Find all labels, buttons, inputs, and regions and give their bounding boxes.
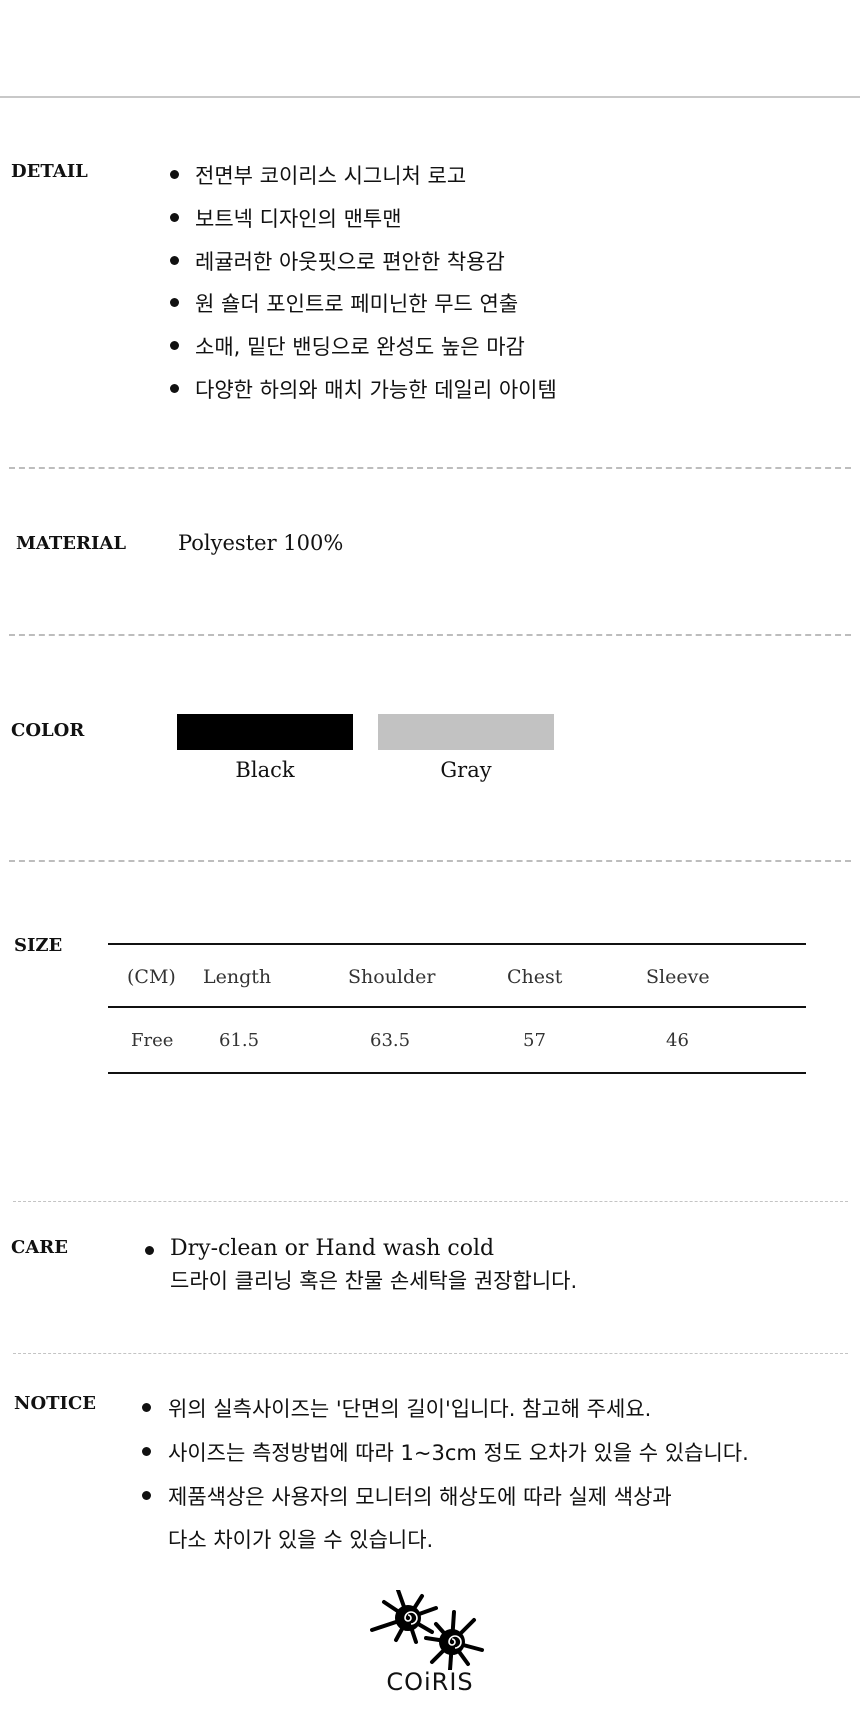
bullet-icon: [170, 213, 179, 222]
bullet-icon: [142, 1403, 151, 1412]
care-text-korean: 드라이 클리닝 혹은 찬물 손세탁을 권장합니다.: [170, 1269, 578, 1293]
table-header: Length: [203, 966, 272, 988]
notice-label: NOTICE: [14, 1393, 96, 1414]
table-rule: [108, 1072, 806, 1074]
table-header: Shoulder: [348, 966, 436, 988]
material-label: MATERIAL: [16, 533, 127, 554]
divider: [9, 860, 851, 862]
table-rule: [108, 1006, 806, 1008]
logo-wordmark: COiRIS: [386, 1668, 474, 1696]
detail-label: DETAIL: [11, 161, 88, 182]
color-name: Gray: [440, 758, 492, 782]
bullet-icon: [170, 298, 179, 307]
detail-item: 보트넥 디자인의 맨투맨: [195, 207, 402, 231]
divider: [9, 634, 851, 636]
size-label: SIZE: [14, 935, 63, 956]
detail-item: 원 숄더 포인트로 페미닌한 무드 연출: [195, 292, 519, 316]
bullet-icon: [170, 384, 179, 393]
notice-item: 제품색상은 사용자의 모니터의 해상도에 따라 실제 색상과: [168, 1485, 672, 1509]
table-cell: 63.5: [370, 1030, 411, 1051]
table-rule: [108, 943, 806, 945]
coiris-logo: [370, 1588, 490, 1672]
table-cell: Free: [131, 1030, 174, 1051]
color-swatch-black: [177, 714, 353, 750]
bullet-icon: [170, 256, 179, 265]
detail-item: 레귤러한 아웃핏으로 편안한 착용감: [195, 250, 505, 274]
bullet-icon: [142, 1491, 151, 1500]
top-divider: [0, 96, 860, 98]
notice-item: 사이즈는 측정방법에 따라 1~3cm 정도 오차가 있을 수 있습니다.: [168, 1441, 749, 1465]
color-swatch-gray: [378, 714, 554, 750]
table-cell: 57: [523, 1030, 546, 1051]
notice-item-continuation: 다소 차이가 있을 수 있습니다.: [168, 1528, 434, 1552]
bullet-icon: [145, 1246, 154, 1255]
sun-logo-icon: [370, 1588, 484, 1672]
table-header: Sleeve: [646, 966, 710, 988]
bullet-icon: [170, 170, 179, 179]
notice-item: 위의 실측사이즈는 '단면의 길이'입니다. 참고해 주세요.: [168, 1397, 652, 1421]
detail-item: 전면부 코이리스 시그니처 로고: [195, 164, 467, 188]
table-header: (CM): [127, 966, 176, 988]
table-cell: 46: [666, 1030, 689, 1051]
divider: [13, 1201, 848, 1202]
table-header: Chest: [507, 966, 563, 988]
care-label: CARE: [11, 1237, 68, 1258]
bullet-icon: [170, 341, 179, 350]
detail-item: 소매, 밑단 밴딩으로 완성도 높은 마감: [195, 335, 525, 359]
color-name: Black: [235, 758, 295, 782]
material-value: Polyester 100%: [178, 531, 344, 555]
divider: [13, 1353, 848, 1354]
table-cell: 61.5: [219, 1030, 260, 1051]
detail-item: 다양한 하의와 매치 가능한 데일리 아이템: [195, 378, 557, 402]
bullet-icon: [142, 1447, 151, 1456]
color-label: COLOR: [11, 720, 85, 741]
care-text: Dry-clean or Hand wash cold: [170, 1236, 495, 1261]
divider: [9, 467, 851, 469]
